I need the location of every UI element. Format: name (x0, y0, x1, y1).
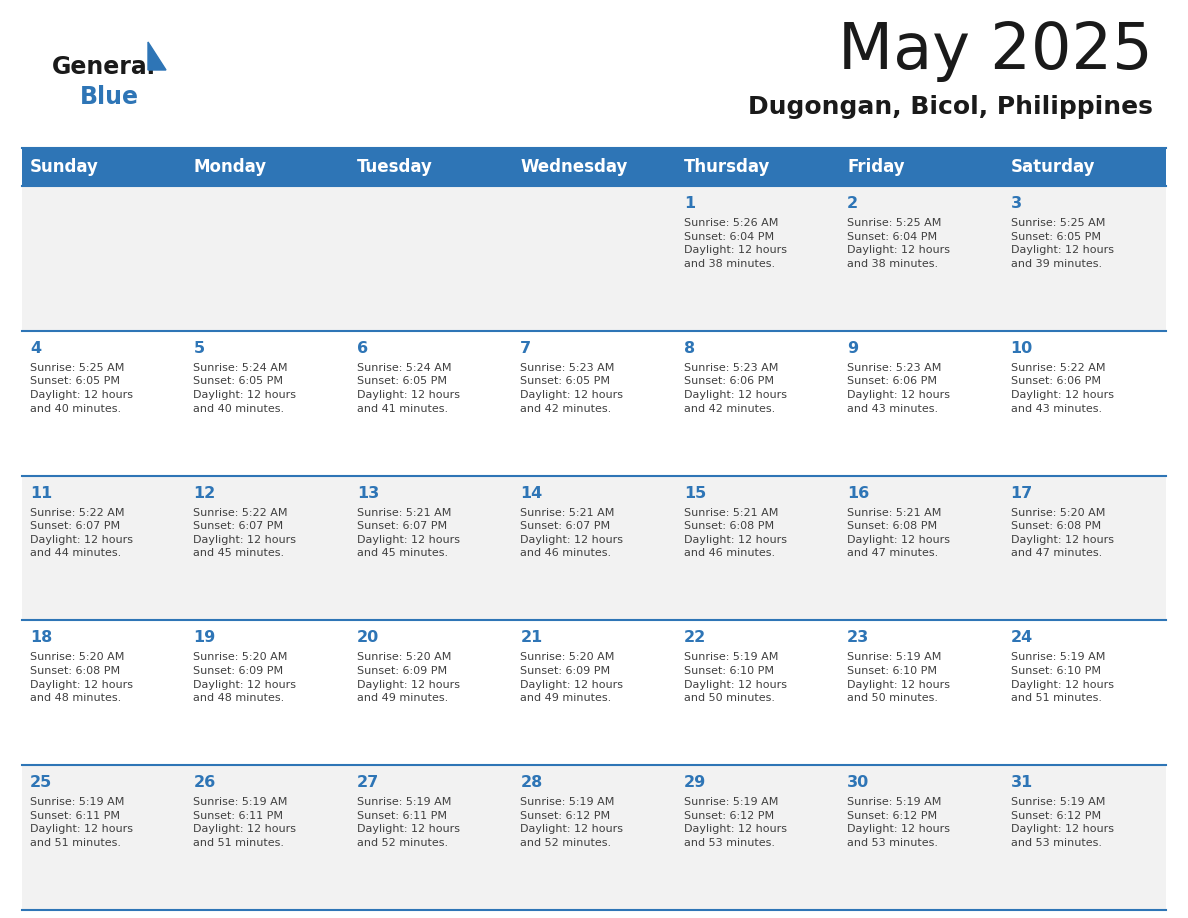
Bar (23, 186, 1165, 330)
Text: 15: 15 (684, 486, 706, 500)
Text: Sunrise: 5:23 AM
Sunset: 6:06 PM
Daylight: 12 hours
and 43 minutes.: Sunrise: 5:23 AM Sunset: 6:06 PM Dayligh… (847, 363, 950, 414)
Text: 19: 19 (194, 631, 216, 645)
Text: 2: 2 (847, 196, 858, 211)
Text: 21: 21 (520, 631, 543, 645)
Text: Monday: Monday (194, 158, 266, 176)
Text: Sunrise: 5:19 AM
Sunset: 6:11 PM
Daylight: 12 hours
and 51 minutes.: Sunrise: 5:19 AM Sunset: 6:11 PM Dayligh… (30, 797, 133, 848)
Polygon shape (148, 42, 166, 70)
Text: 14: 14 (520, 486, 543, 500)
Text: 4: 4 (30, 341, 42, 356)
Text: 29: 29 (684, 775, 706, 790)
Text: Sunrise: 5:23 AM
Sunset: 6:05 PM
Daylight: 12 hours
and 42 minutes.: Sunrise: 5:23 AM Sunset: 6:05 PM Dayligh… (520, 363, 624, 414)
Text: Sunrise: 5:20 AM
Sunset: 6:09 PM
Daylight: 12 hours
and 48 minutes.: Sunrise: 5:20 AM Sunset: 6:09 PM Dayligh… (194, 653, 297, 703)
Text: Sunrise: 5:25 AM
Sunset: 6:05 PM
Daylight: 12 hours
and 40 minutes.: Sunrise: 5:25 AM Sunset: 6:05 PM Dayligh… (30, 363, 133, 414)
Text: 26: 26 (194, 775, 216, 790)
Text: Tuesday: Tuesday (356, 158, 432, 176)
Text: 12: 12 (194, 486, 216, 500)
Bar (23, 148, 1165, 186)
Text: 28: 28 (520, 775, 543, 790)
Text: 30: 30 (847, 775, 870, 790)
Text: 13: 13 (356, 486, 379, 500)
Text: May 2025: May 2025 (839, 20, 1154, 82)
Text: Sunrise: 5:19 AM
Sunset: 6:11 PM
Daylight: 12 hours
and 52 minutes.: Sunrise: 5:19 AM Sunset: 6:11 PM Dayligh… (356, 797, 460, 848)
Text: Sunrise: 5:22 AM
Sunset: 6:07 PM
Daylight: 12 hours
and 44 minutes.: Sunrise: 5:22 AM Sunset: 6:07 PM Dayligh… (30, 508, 133, 558)
Text: 18: 18 (30, 631, 52, 645)
Text: 5: 5 (194, 341, 204, 356)
Text: Sunrise: 5:19 AM
Sunset: 6:12 PM
Daylight: 12 hours
and 53 minutes.: Sunrise: 5:19 AM Sunset: 6:12 PM Dayligh… (847, 797, 950, 848)
Bar (23, 621, 1165, 766)
Text: General: General (52, 55, 156, 79)
Text: Sunrise: 5:22 AM
Sunset: 6:07 PM
Daylight: 12 hours
and 45 minutes.: Sunrise: 5:22 AM Sunset: 6:07 PM Dayligh… (194, 508, 297, 558)
Text: 8: 8 (684, 341, 695, 356)
Text: Sunrise: 5:24 AM
Sunset: 6:05 PM
Daylight: 12 hours
and 40 minutes.: Sunrise: 5:24 AM Sunset: 6:05 PM Dayligh… (194, 363, 297, 414)
Text: Sunrise: 5:26 AM
Sunset: 6:04 PM
Daylight: 12 hours
and 38 minutes.: Sunrise: 5:26 AM Sunset: 6:04 PM Dayligh… (684, 218, 786, 269)
Text: Sunrise: 5:22 AM
Sunset: 6:06 PM
Daylight: 12 hours
and 43 minutes.: Sunrise: 5:22 AM Sunset: 6:06 PM Dayligh… (1011, 363, 1113, 414)
Text: Sunrise: 5:23 AM
Sunset: 6:06 PM
Daylight: 12 hours
and 42 minutes.: Sunrise: 5:23 AM Sunset: 6:06 PM Dayligh… (684, 363, 786, 414)
Text: Sunrise: 5:21 AM
Sunset: 6:08 PM
Daylight: 12 hours
and 47 minutes.: Sunrise: 5:21 AM Sunset: 6:08 PM Dayligh… (847, 508, 950, 558)
Text: Sunrise: 5:21 AM
Sunset: 6:08 PM
Daylight: 12 hours
and 46 minutes.: Sunrise: 5:21 AM Sunset: 6:08 PM Dayligh… (684, 508, 786, 558)
Text: Sunrise: 5:20 AM
Sunset: 6:09 PM
Daylight: 12 hours
and 49 minutes.: Sunrise: 5:20 AM Sunset: 6:09 PM Dayligh… (356, 653, 460, 703)
Text: Sunrise: 5:19 AM
Sunset: 6:12 PM
Daylight: 12 hours
and 52 minutes.: Sunrise: 5:19 AM Sunset: 6:12 PM Dayligh… (520, 797, 624, 848)
Text: Sunrise: 5:20 AM
Sunset: 6:08 PM
Daylight: 12 hours
and 48 minutes.: Sunrise: 5:20 AM Sunset: 6:08 PM Dayligh… (30, 653, 133, 703)
Text: Sunrise: 5:25 AM
Sunset: 6:05 PM
Daylight: 12 hours
and 39 minutes.: Sunrise: 5:25 AM Sunset: 6:05 PM Dayligh… (1011, 218, 1113, 269)
Text: 11: 11 (30, 486, 52, 500)
Text: Saturday: Saturday (1011, 158, 1095, 176)
Text: 10: 10 (1011, 341, 1032, 356)
Text: 17: 17 (1011, 486, 1032, 500)
Text: 1: 1 (684, 196, 695, 211)
Text: Sunrise: 5:20 AM
Sunset: 6:08 PM
Daylight: 12 hours
and 47 minutes.: Sunrise: 5:20 AM Sunset: 6:08 PM Dayligh… (1011, 508, 1113, 558)
Text: 25: 25 (30, 775, 52, 790)
Text: Friday: Friday (847, 158, 905, 176)
Text: 24: 24 (1011, 631, 1032, 645)
Text: Thursday: Thursday (684, 158, 770, 176)
Text: 6: 6 (356, 341, 368, 356)
Text: Wednesday: Wednesday (520, 158, 627, 176)
Text: Sunrise: 5:25 AM
Sunset: 6:04 PM
Daylight: 12 hours
and 38 minutes.: Sunrise: 5:25 AM Sunset: 6:04 PM Dayligh… (847, 218, 950, 269)
Text: Dugongan, Bicol, Philippines: Dugongan, Bicol, Philippines (748, 95, 1154, 119)
Text: 16: 16 (847, 486, 870, 500)
Text: Sunrise: 5:24 AM
Sunset: 6:05 PM
Daylight: 12 hours
and 41 minutes.: Sunrise: 5:24 AM Sunset: 6:05 PM Dayligh… (356, 363, 460, 414)
Text: Sunrise: 5:19 AM
Sunset: 6:12 PM
Daylight: 12 hours
and 53 minutes.: Sunrise: 5:19 AM Sunset: 6:12 PM Dayligh… (1011, 797, 1113, 848)
Text: Sunrise: 5:19 AM
Sunset: 6:10 PM
Daylight: 12 hours
and 51 minutes.: Sunrise: 5:19 AM Sunset: 6:10 PM Dayligh… (1011, 653, 1113, 703)
Text: Sunrise: 5:20 AM
Sunset: 6:09 PM
Daylight: 12 hours
and 49 minutes.: Sunrise: 5:20 AM Sunset: 6:09 PM Dayligh… (520, 653, 624, 703)
Text: Sunrise: 5:19 AM
Sunset: 6:11 PM
Daylight: 12 hours
and 51 minutes.: Sunrise: 5:19 AM Sunset: 6:11 PM Dayligh… (194, 797, 297, 848)
Text: 20: 20 (356, 631, 379, 645)
Bar (23, 766, 1165, 910)
Text: Sunrise: 5:21 AM
Sunset: 6:07 PM
Daylight: 12 hours
and 45 minutes.: Sunrise: 5:21 AM Sunset: 6:07 PM Dayligh… (356, 508, 460, 558)
Bar (23, 330, 1165, 476)
Text: 7: 7 (520, 341, 531, 356)
Text: 9: 9 (847, 341, 858, 356)
Text: Sunday: Sunday (30, 158, 99, 176)
Text: Blue: Blue (80, 85, 139, 109)
Bar (23, 476, 1165, 621)
Text: Sunrise: 5:19 AM
Sunset: 6:10 PM
Daylight: 12 hours
and 50 minutes.: Sunrise: 5:19 AM Sunset: 6:10 PM Dayligh… (684, 653, 786, 703)
Text: 27: 27 (356, 775, 379, 790)
Text: 22: 22 (684, 631, 706, 645)
Text: Sunrise: 5:19 AM
Sunset: 6:12 PM
Daylight: 12 hours
and 53 minutes.: Sunrise: 5:19 AM Sunset: 6:12 PM Dayligh… (684, 797, 786, 848)
Text: 31: 31 (1011, 775, 1032, 790)
Text: Sunrise: 5:19 AM
Sunset: 6:10 PM
Daylight: 12 hours
and 50 minutes.: Sunrise: 5:19 AM Sunset: 6:10 PM Dayligh… (847, 653, 950, 703)
Text: 3: 3 (1011, 196, 1022, 211)
Text: 23: 23 (847, 631, 870, 645)
Text: Sunrise: 5:21 AM
Sunset: 6:07 PM
Daylight: 12 hours
and 46 minutes.: Sunrise: 5:21 AM Sunset: 6:07 PM Dayligh… (520, 508, 624, 558)
